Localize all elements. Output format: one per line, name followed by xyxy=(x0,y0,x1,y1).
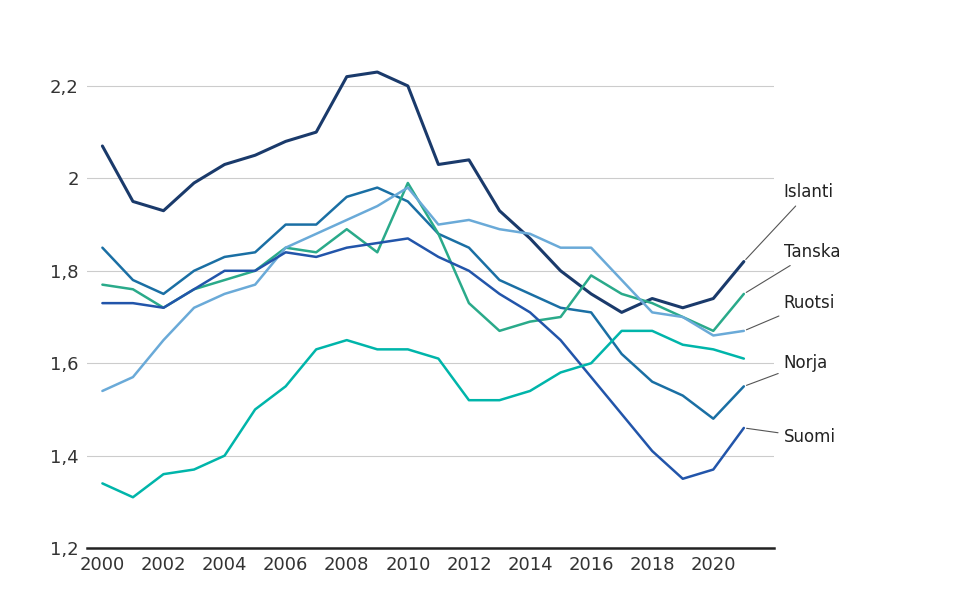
Text: Tanska: Tanska xyxy=(746,244,840,292)
Text: Suomi: Suomi xyxy=(746,428,835,446)
Text: Ruotsi: Ruotsi xyxy=(746,294,835,330)
Text: Norja: Norja xyxy=(746,354,828,385)
Text: Islanti: Islanti xyxy=(745,183,833,259)
